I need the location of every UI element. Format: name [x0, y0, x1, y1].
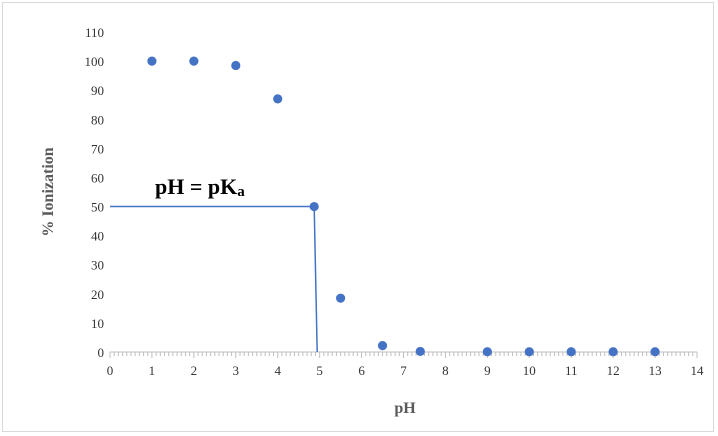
x-tick-label: 2 [191, 363, 198, 378]
x-tick-label: 3 [233, 363, 240, 378]
y-tick-label: 50 [91, 200, 104, 215]
x-tick-label: 13 [649, 363, 662, 378]
data-point [189, 56, 199, 66]
y-tick-label: 80 [91, 112, 104, 127]
x-tick-label: 0 [107, 363, 114, 378]
data-point [273, 94, 283, 104]
y-tick-label: 110 [85, 25, 104, 40]
data-point [650, 347, 660, 357]
x-tick-label: 1 [149, 363, 156, 378]
pka-drop-line [313, 206, 318, 353]
y-tick-label: 10 [91, 316, 104, 331]
data-point [147, 56, 157, 66]
data-point [309, 201, 319, 212]
x-axis-ticks: 0 1 2 3 4 5 6 7 8 9 10 11 12 13 14 [107, 352, 704, 378]
data-point [524, 347, 534, 357]
x-tick-label: 14 [691, 363, 705, 378]
x-axis-title: pH [394, 400, 416, 417]
x-tick-label: 9 [484, 363, 491, 378]
data-point [231, 60, 241, 71]
data-point [336, 293, 346, 303]
y-axis-ticks: 0 10 20 30 40 50 60 70 80 90 100 110 [85, 25, 105, 360]
x-tick-label: 12 [607, 363, 620, 378]
x-tick-label: 4 [274, 363, 281, 378]
y-tick-label: 100 [85, 54, 105, 69]
y-tick-label: 60 [91, 170, 104, 185]
y-tick-label: 70 [91, 141, 104, 156]
data-point [415, 346, 425, 357]
data-point [482, 347, 492, 357]
y-tick-label: 40 [91, 229, 104, 244]
pka-annotation: pH = pKa [155, 174, 245, 200]
y-tick-label: 20 [91, 287, 104, 302]
chart-frame [2, 2, 714, 432]
pka-reference-lines [110, 205, 318, 353]
y-tick-label: 0 [98, 345, 105, 360]
data-points [147, 56, 660, 357]
data-point [566, 347, 576, 357]
x-tick-label: 11 [565, 363, 578, 378]
y-tick-label: 90 [91, 83, 104, 98]
y-axis-title: % Ionization [40, 147, 57, 236]
x-tick-label: 5 [316, 363, 323, 378]
x-tick-label: 8 [442, 363, 449, 378]
y-tick-label: 30 [91, 258, 104, 273]
data-point [608, 347, 618, 357]
data-point [377, 341, 388, 351]
x-tick-label: 6 [358, 363, 365, 378]
pka-annotation-subscript: a [237, 184, 245, 200]
pka-annotation-main: pH = pK [155, 174, 237, 199]
x-tick-label: 10 [523, 363, 536, 378]
x-tick-label: 7 [400, 363, 407, 378]
